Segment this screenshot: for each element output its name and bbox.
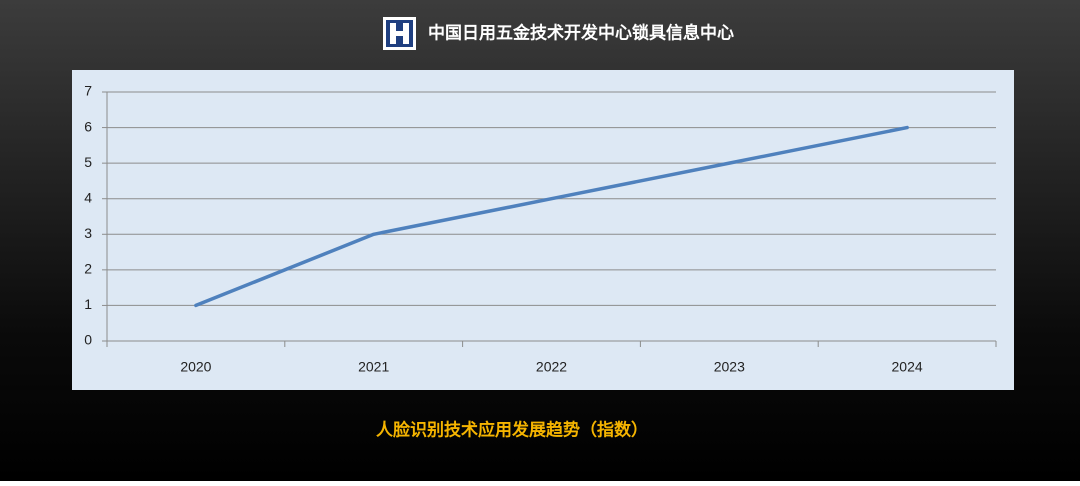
x-tick-label: 2021 bbox=[358, 359, 389, 375]
x-tick-label: 2023 bbox=[714, 359, 745, 375]
y-tick-label: 7 bbox=[84, 83, 92, 99]
x-tick-label: 2020 bbox=[180, 359, 211, 375]
org-name: 中国日用五金技术开发中心锁具信息中心 bbox=[428, 23, 734, 44]
y-tick-label: 0 bbox=[84, 332, 92, 348]
chart-title: 人脸识别技术应用发展趋势（指数） bbox=[376, 419, 648, 439]
y-tick-label: 2 bbox=[84, 261, 92, 277]
plot-panel bbox=[72, 70, 1014, 390]
logo bbox=[383, 17, 416, 50]
y-tick-label: 4 bbox=[84, 189, 92, 205]
y-tick-label: 5 bbox=[84, 154, 92, 170]
y-tick-label: 1 bbox=[84, 296, 92, 312]
y-tick-label: 3 bbox=[84, 225, 92, 241]
x-tick-label: 2024 bbox=[892, 359, 923, 375]
x-tick-label: 2022 bbox=[536, 359, 567, 375]
data-line bbox=[194, 125, 909, 308]
y-tick-label: 6 bbox=[84, 118, 92, 134]
